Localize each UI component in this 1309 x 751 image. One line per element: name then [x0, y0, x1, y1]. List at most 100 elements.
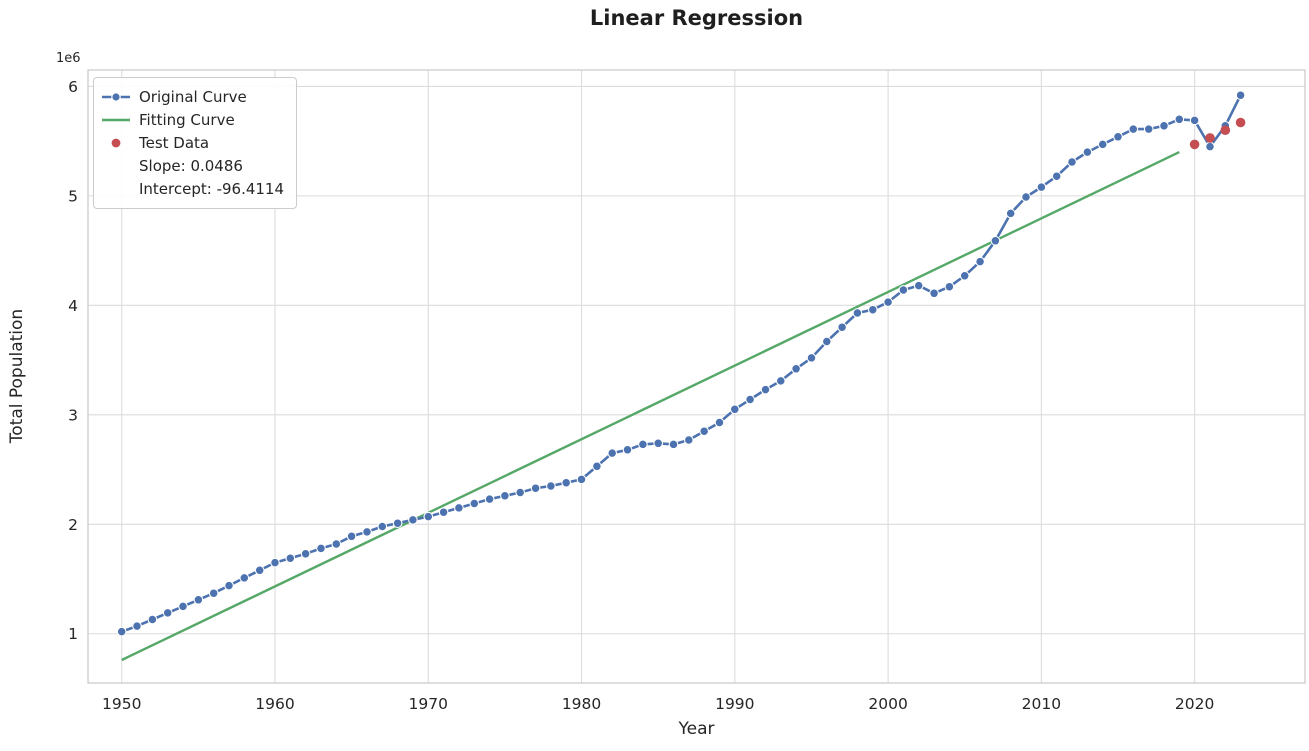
original-curve-point	[561, 477, 572, 488]
legend-label: Original Curve	[139, 87, 247, 106]
original-curve-point	[975, 256, 985, 267]
plot-frame	[87, 69, 1306, 684]
legend-item-slope: Slope: 0.0486	[101, 154, 284, 177]
original-curve-point	[714, 417, 725, 428]
original-curve-point	[990, 235, 1001, 246]
test-data-point	[1220, 125, 1231, 135]
x-axis-label: Year	[678, 719, 715, 739]
y-axis-label: Total Population	[7, 308, 27, 444]
x-tick-label: 1990	[715, 695, 754, 713]
original-curve-point	[346, 531, 357, 542]
original-curve-point	[270, 557, 280, 568]
test-data-point	[1235, 117, 1246, 128]
original-curve-point	[791, 363, 801, 374]
original-curve-point	[1235, 90, 1246, 101]
original-curve-point	[913, 280, 924, 291]
legend-label: Fitting Curve	[139, 110, 235, 129]
original-curve-point	[1113, 131, 1123, 142]
original-curve-point	[638, 439, 648, 450]
legend-item-original-curve: Original Curve	[101, 85, 284, 108]
original-curve-point	[1128, 124, 1139, 134]
fitting-curve-line	[121, 151, 1180, 662]
original-curve-point	[668, 439, 679, 450]
x-tick-label: 2020	[1175, 695, 1214, 713]
legend-label: Intercept: -96.4114	[139, 179, 285, 198]
original-curve-point	[867, 304, 878, 315]
original-curve-point	[438, 507, 449, 518]
original-curve-point	[592, 461, 602, 472]
y-tick-label: 6	[68, 78, 78, 96]
original-curve-point	[729, 404, 740, 415]
original-curve-point	[852, 308, 863, 318]
original-curve-point	[898, 285, 909, 295]
x-tick-label: 1960	[255, 695, 294, 713]
original-curve-point	[745, 394, 755, 405]
original-curve-point	[775, 376, 786, 386]
original-curve-point	[239, 573, 250, 583]
original-curve-point	[1097, 139, 1108, 150]
original-curve-point	[1143, 124, 1154, 134]
original-curve-point	[1067, 157, 1077, 167]
original-curve-point	[546, 481, 556, 491]
original-curve-point	[883, 297, 893, 307]
test-data-legend-handle-icon	[101, 136, 131, 150]
original-curve-point	[224, 580, 234, 591]
legend-label: Test Data	[139, 133, 210, 152]
legend-label: Slope: 0.0486	[139, 156, 243, 175]
original-curve-point	[208, 588, 219, 599]
original-curve-point	[469, 498, 480, 509]
y-tick-label: 2	[68, 516, 78, 534]
x-tick-label: 1970	[409, 695, 448, 713]
original-curve-point	[331, 539, 342, 549]
original-curve-point	[132, 621, 142, 631]
original-curve-point	[944, 281, 955, 292]
original-curve-point	[178, 601, 188, 612]
original-curve-point	[300, 548, 311, 559]
test-data-point	[1205, 133, 1215, 143]
y-tick-label: 4	[68, 297, 78, 315]
original-curve-point	[1189, 115, 1200, 126]
original-curve-point	[515, 487, 526, 498]
original-curve-point	[821, 336, 832, 347]
legend-item-fitting-curve: Fitting Curve	[101, 108, 284, 131]
y-tick-label: 1	[68, 625, 78, 643]
original-curve-point	[377, 521, 388, 532]
original-curve-point	[576, 474, 587, 485]
original-curve-point	[316, 543, 326, 554]
original-curve-point	[1159, 120, 1169, 131]
original-curve-legend-handle-icon	[101, 90, 131, 104]
x-tick-label: 2000	[868, 695, 907, 713]
original-curve-point	[392, 518, 403, 529]
x-tick-label: 1950	[102, 695, 141, 713]
original-curve-point	[929, 288, 939, 299]
original-curve-point	[408, 515, 418, 525]
original-curve-point	[285, 553, 296, 564]
original-curve-point	[362, 527, 372, 537]
legend: Original Curve Fitting Curve Test Data S…	[93, 77, 298, 209]
x-tick-label: 1980	[562, 695, 601, 713]
original-curve-point	[530, 483, 541, 494]
test-data-point	[1189, 139, 1200, 150]
original-curve-point	[959, 270, 970, 281]
original-curve-point	[607, 448, 618, 458]
original-curve-point	[1005, 208, 1016, 219]
original-curve-point	[1051, 171, 1062, 182]
chart-title: Linear Regression	[589, 6, 804, 30]
original-curve-point	[653, 438, 664, 449]
original-curve-point	[622, 444, 633, 455]
original-curve-point	[147, 614, 158, 625]
legend-item-test-data: Test Data	[101, 131, 284, 154]
original-curve-point	[254, 565, 265, 576]
original-curve-point	[1036, 182, 1047, 192]
y-tick-label: 5	[68, 187, 78, 205]
original-curve-point	[193, 594, 204, 605]
original-curve-point	[699, 426, 710, 437]
original-curve-point	[454, 503, 464, 513]
original-curve-point	[1021, 192, 1031, 202]
original-curve-point	[837, 322, 847, 333]
y-axis-offset-label: 1e6	[56, 51, 81, 66]
original-curve-point	[116, 626, 127, 637]
fitting-curve-legend-handle-icon	[101, 113, 131, 127]
